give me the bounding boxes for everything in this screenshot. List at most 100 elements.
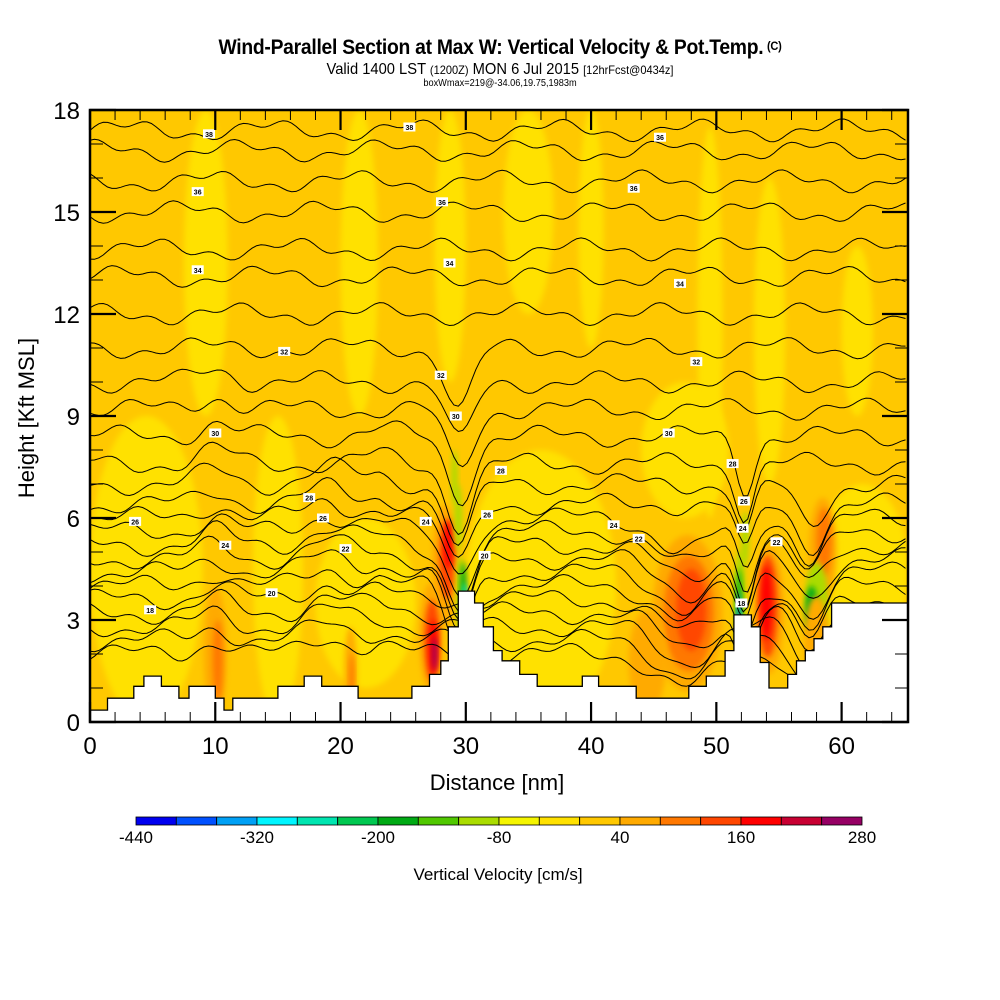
colorbar-segment xyxy=(377,816,419,826)
contour-label: 28 xyxy=(303,493,316,503)
velocity-cell xyxy=(676,569,707,651)
contour-label-text: 26 xyxy=(483,513,491,520)
axis-ticks xyxy=(88,108,908,724)
y-axis-title: Height [Kft MSL] xyxy=(14,338,39,498)
contour-label: 18 xyxy=(735,598,748,608)
contour-label-text: 38 xyxy=(205,132,213,139)
contour-label-text: 20 xyxy=(481,553,489,560)
contour-label-box xyxy=(770,537,783,547)
copyright-mark: (C) xyxy=(767,39,782,53)
colorbar-segment xyxy=(135,816,177,826)
y-tick-label: 6 xyxy=(67,506,80,533)
isentrope-line xyxy=(90,118,906,143)
chart-title-text: Wind-Parallel Section at Max W: Vertical… xyxy=(218,36,764,59)
isentrope-line xyxy=(90,169,906,194)
isentrope-line xyxy=(90,549,906,631)
contour-label-box xyxy=(737,496,750,506)
colorbar-tick-label: 40 xyxy=(611,828,630,847)
velocity-cell xyxy=(628,609,667,712)
y-tick-labels: 0 3 6 9 12 15 18 xyxy=(53,98,80,737)
x-tick-labels: 0 10 20 30 40 50 60 xyxy=(83,733,855,760)
vertical-velocity-field xyxy=(90,110,908,722)
contour-label-text: 18 xyxy=(738,601,746,608)
valid-time-local: Valid 1400 LST xyxy=(326,61,426,78)
contour-labels: 38 38 36 36 36 36 34 34 34 32 32 32 30 30 30 28 28 28 26 26… xyxy=(129,122,783,615)
contour-label-box xyxy=(339,544,352,554)
contour-label-box xyxy=(219,540,232,550)
contour-label: 30 xyxy=(449,411,462,421)
isentrope-line xyxy=(90,520,906,612)
weak-descent-region xyxy=(503,110,554,314)
x-tick-label: 50 xyxy=(703,733,730,760)
isentrope-line xyxy=(90,397,906,468)
contour-label-box xyxy=(654,132,666,142)
contour-label-text: 26 xyxy=(319,516,327,523)
weak-descent-region xyxy=(434,110,466,382)
contour-label-text: 30 xyxy=(211,431,219,438)
contour-label: 22 xyxy=(339,544,352,554)
contour-label: 26 xyxy=(317,513,329,523)
contour-label: 26 xyxy=(129,516,142,526)
contour-label: 28 xyxy=(494,465,507,475)
isentrope-line xyxy=(90,368,906,433)
contour-label-box xyxy=(144,605,157,615)
contour-label-text: 22 xyxy=(773,540,781,547)
contour-label-box xyxy=(278,346,291,356)
contour-label: 20 xyxy=(265,588,278,598)
contour-label-text: 26 xyxy=(740,499,748,506)
colorbar-segment xyxy=(458,816,500,826)
isentrope-line xyxy=(90,569,906,649)
isentrope-line xyxy=(90,603,906,671)
colorbar-tick-labels: -440 -320 -200 -80 40 160 280 xyxy=(119,828,876,847)
isentrope-line xyxy=(90,237,906,262)
contour-label: 38 xyxy=(403,122,416,132)
colorbar-segment xyxy=(538,816,580,826)
contour-label: 28 xyxy=(726,459,739,469)
contour-label: 26 xyxy=(481,510,494,520)
velocity-cell xyxy=(451,450,458,505)
weak-descent-region xyxy=(578,110,604,348)
contour-label-box xyxy=(317,513,329,523)
colorbar-segment xyxy=(619,816,661,826)
contour-label-box xyxy=(265,588,278,598)
contour-label-box xyxy=(403,122,416,132)
x-tick-label: 10 xyxy=(202,733,229,760)
y-tick-label: 15 xyxy=(53,200,80,227)
velocity-cell xyxy=(760,565,773,641)
terrain-mask xyxy=(90,590,908,722)
contour-label: 32 xyxy=(434,370,447,380)
colorbar-segment xyxy=(337,816,379,826)
contour-label-box xyxy=(478,550,491,560)
colorbar-segment xyxy=(175,816,218,826)
contour-label: 22 xyxy=(632,533,645,543)
contour-label: 36 xyxy=(654,132,666,142)
contour-label-box xyxy=(690,357,703,367)
y-tick-label: 0 xyxy=(67,710,80,737)
contour-label-text: 22 xyxy=(635,536,643,543)
contour-label-box xyxy=(191,187,204,197)
weak-descent-region xyxy=(340,110,379,416)
contour-label-text: 34 xyxy=(446,261,454,268)
colorbar-segment xyxy=(740,816,782,826)
contour-label-text: 24 xyxy=(610,523,618,530)
colorbar-segment xyxy=(296,816,338,826)
contour-label-text: 36 xyxy=(194,190,202,197)
contour-label-text: 28 xyxy=(729,462,737,469)
contour-label: 32 xyxy=(278,346,291,356)
x-tick-label: 30 xyxy=(452,733,479,760)
contour-label-box xyxy=(726,459,739,469)
contour-label: 26 xyxy=(737,496,750,506)
isentrope-line xyxy=(90,138,906,163)
contour-label-text: 30 xyxy=(452,414,460,421)
contour-label-text: 32 xyxy=(692,360,700,367)
contour-label: 20 xyxy=(478,550,491,560)
colorbar-tick-label: -80 xyxy=(487,828,512,847)
contour-label-text: 32 xyxy=(280,349,288,356)
chart-subtitle: Valid 1400 LST (1200Z) MON 6 Jul 2015 [1… xyxy=(40,61,960,79)
contour-label-box xyxy=(191,265,204,275)
forecast-info: [12hrFcst@0434z] xyxy=(583,63,674,77)
contour-label-box xyxy=(419,516,432,526)
contour-label-text: 30 xyxy=(665,431,673,438)
velocity-cell xyxy=(816,507,832,576)
